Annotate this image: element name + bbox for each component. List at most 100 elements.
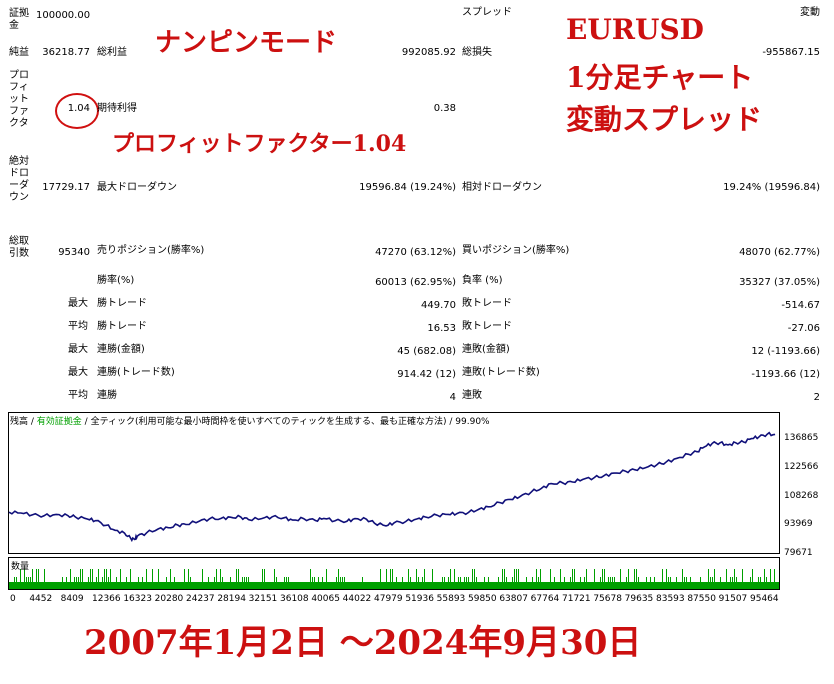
volume-bar xyxy=(244,577,245,589)
legend-sep: / xyxy=(81,417,91,427)
volume-bar xyxy=(708,569,709,589)
x-tick-label: 91507 xyxy=(718,594,748,604)
volume-bar xyxy=(628,569,629,589)
volume-bar xyxy=(712,577,713,589)
avg-consec-loss-value: 2 xyxy=(813,392,820,403)
volume-bar xyxy=(764,569,765,589)
volume-bar xyxy=(202,569,203,589)
legend-sep: / xyxy=(446,417,456,427)
volume-bar xyxy=(62,577,63,589)
volume-bar xyxy=(344,577,345,589)
volume-bar xyxy=(770,569,771,589)
volume-bar xyxy=(78,577,79,589)
volume-bar xyxy=(608,577,609,589)
volume-panel: 数量 xyxy=(8,557,780,590)
volume-svg xyxy=(8,557,780,590)
volume-bar xyxy=(636,569,637,589)
x-tick-label: 24237 xyxy=(186,594,215,604)
volume-bar xyxy=(684,577,685,589)
volume-bar xyxy=(538,577,539,589)
spread-label: スプレッド xyxy=(462,7,512,18)
avg-consec-win-label: 連勝 xyxy=(97,390,117,401)
y-tick-label: 136865 xyxy=(784,433,819,444)
x-tick-label: 12366 xyxy=(92,594,121,604)
volume-bar xyxy=(380,569,381,589)
volume-bar xyxy=(170,569,171,589)
expected-payoff-label: 期待利得 xyxy=(97,103,137,114)
volume-bar xyxy=(476,577,477,589)
x-tick-label: 59850 xyxy=(468,594,497,604)
max-win-trade-label: 勝トレード xyxy=(97,298,147,309)
win-rate-label: 勝率(%) xyxy=(97,275,135,286)
x-tick-label: 4452 xyxy=(29,594,53,604)
volume-bar xyxy=(610,577,611,589)
volume-bar xyxy=(752,569,753,589)
max-label-3: 最大 xyxy=(68,367,88,378)
volume-bar xyxy=(166,577,167,589)
avg-label-1: 平均 xyxy=(68,321,88,332)
volume-bar xyxy=(190,577,191,589)
balance-series-line xyxy=(8,431,776,543)
abs-drawdown-value: 17729.17 xyxy=(42,182,90,193)
legend-quality: 99.90% xyxy=(455,417,490,427)
volume-bar xyxy=(766,577,767,589)
volume-bar xyxy=(44,569,45,589)
volume-bar xyxy=(574,569,575,589)
deposit-label: 証拠金 xyxy=(9,8,29,31)
volume-bar xyxy=(518,569,519,589)
volume-bar xyxy=(32,569,33,589)
volume-bar xyxy=(526,577,527,589)
volume-bar xyxy=(504,569,505,589)
avg-label-2: 平均 xyxy=(68,390,88,401)
max-loss-trade-label: 敗トレード xyxy=(462,298,512,309)
volume-bar xyxy=(396,577,397,589)
short-positions-value: 47270 (63.12%) xyxy=(375,247,456,258)
volume-bar xyxy=(466,577,467,589)
volume-bar xyxy=(184,569,185,589)
avg-consec-win-value: 4 xyxy=(449,392,456,403)
volume-bar xyxy=(442,577,443,589)
volume-bar xyxy=(600,577,601,589)
consec-loss-amount-value: 12 (-1193.66) xyxy=(751,346,820,357)
x-tick-label: 83593 xyxy=(656,594,685,604)
chart-frame xyxy=(8,412,780,554)
volume-bar xyxy=(760,577,761,589)
volume-bar xyxy=(142,577,143,589)
x-tick-label: 36108 xyxy=(280,594,309,604)
volume-bar xyxy=(188,569,189,589)
volume-bar xyxy=(676,577,677,589)
volume-bar xyxy=(138,577,139,589)
volume-bar xyxy=(408,569,409,589)
deposit-value: 100000.00 xyxy=(36,10,91,21)
volume-bar xyxy=(516,569,517,589)
volume-bar xyxy=(230,577,231,589)
gross-loss-label: 総損失 xyxy=(462,47,492,58)
legend-sep: / xyxy=(28,417,37,427)
x-tick-label: 0 xyxy=(10,594,16,604)
volume-bar xyxy=(242,577,243,589)
volume-bar xyxy=(714,569,715,589)
volume-bar xyxy=(700,577,701,589)
x-tick-label: 47979 xyxy=(374,594,403,604)
volume-bar xyxy=(238,569,239,589)
volume-bar xyxy=(638,577,639,589)
volume-bar xyxy=(106,569,107,589)
gross-profit-label: 総利益 xyxy=(97,47,127,58)
volume-bar xyxy=(222,577,223,589)
volume-bar xyxy=(318,577,319,589)
volume-bar xyxy=(620,569,621,589)
volume-bar xyxy=(604,569,605,589)
volume-bar xyxy=(602,569,603,589)
x-tick-label: 63807 xyxy=(499,594,528,604)
volume-bar xyxy=(274,569,275,589)
volume-bar xyxy=(512,577,513,589)
volume-bar xyxy=(20,569,21,589)
volume-bar xyxy=(502,569,503,589)
volume-bar xyxy=(66,577,67,589)
volume-bar xyxy=(28,577,29,589)
volume-bar xyxy=(536,569,537,589)
volume-bar xyxy=(570,577,571,589)
consec-win-trades-value: 914.42 (12) xyxy=(397,369,456,380)
volume-bar xyxy=(742,569,743,589)
volume-bar xyxy=(284,577,285,589)
